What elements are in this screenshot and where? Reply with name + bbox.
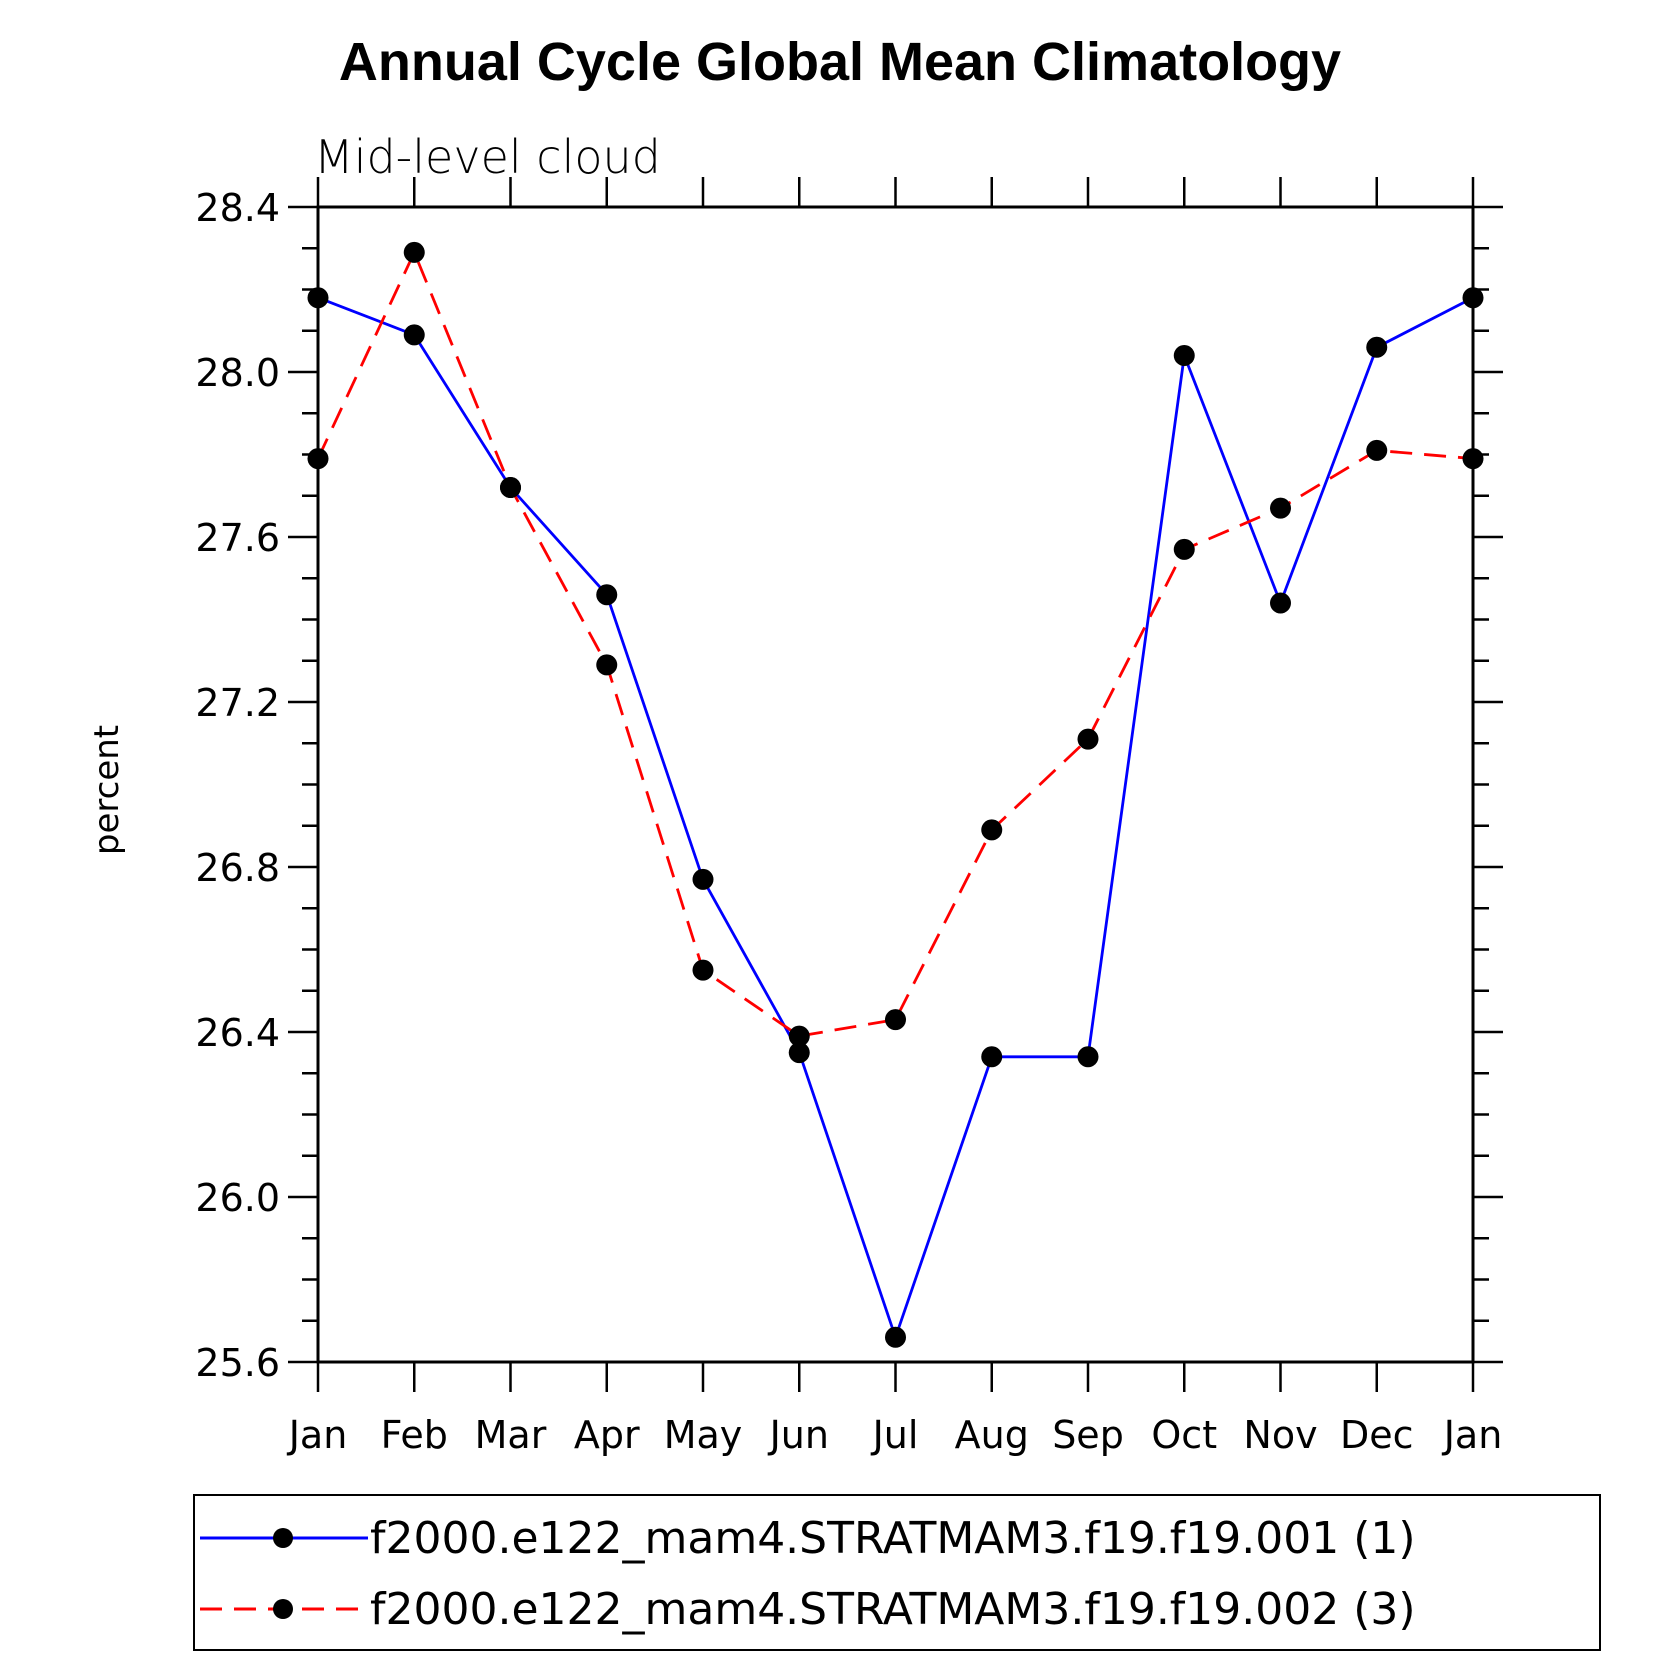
legend: f2000.e122_mam4.STRATMAM3.f19.f19.001 (1… [193,1494,1601,1651]
series-1-point [1077,1046,1099,1068]
y-tick-label: 26.8 [195,846,280,890]
series-1-point [403,324,425,346]
plot-area: 28.4 28.0 27.6 27.2 26.8 26.4 26.0 25.6 Jan Feb M… [195,177,1503,1457]
plot-frame [316,205,1475,1364]
x-tick-label: May [664,1413,743,1457]
series-points [307,241,1484,1348]
chart-title: Annual Cycle Global Mean Climatology [339,32,1341,92]
x-tick-label: Oct [1151,1413,1217,1457]
series-lines [316,250,1474,1339]
series-2-point [981,819,1003,841]
series-2-point [1462,448,1484,470]
x-tick-label: Aug [955,1413,1029,1457]
y-tick-label: 25.6 [195,1341,280,1385]
series-1-point [1173,345,1195,366]
series-2-point [1173,538,1195,560]
series-2-point [307,448,329,470]
y-axis-label: percent [87,725,127,855]
y-tick-label: 27.6 [195,516,280,560]
x-tick-label: Nov [1243,1413,1317,1457]
x-tick-label: Mar [475,1413,547,1457]
chart-subtitle: Mid-level cloud [314,130,661,184]
legend-frame [193,1494,1601,1651]
y-tick-label: 28.0 [195,351,280,395]
legend-label-series-2: f2000.e122_mam4.STRATMAM3.f19.f19.002 (3… [370,1584,1416,1635]
series-1-point [885,1326,906,1348]
y-tick-label: 28.4 [195,186,280,230]
series-2-point [1366,439,1388,461]
x-tick-label: Jun [768,1413,829,1457]
series-1-point [1270,592,1291,614]
x-tick-label: Jul [871,1413,919,1457]
series-line-1 [317,296,1474,1339]
series-1-point [692,868,714,890]
x-ticks: Jan Feb Mar Apr May Jun Jul Aug Sep Oct Nov Dec Jan [287,177,1503,1457]
x-tick-label: Feb [381,1413,448,1457]
x-tick-label: Dec [1340,1413,1414,1457]
y-tick-label: 26.0 [195,1176,280,1220]
series-2-point [403,241,425,263]
x-tick-label: Jan [1442,1413,1503,1457]
x-tick-label: Sep [1052,1413,1124,1457]
legend-marker-series-2 [273,1599,293,1619]
series-line-2 [316,250,1474,1038]
series-2-point [500,477,521,498]
legend-marker-series-1 [273,1528,293,1548]
series-2-point [596,654,618,676]
legend-label-series-1: f2000.e122_mam4.STRATMAM3.f19.f19.001 (1… [370,1513,1416,1564]
series-1-point [1366,336,1388,358]
series-1-point [307,287,329,309]
series-1-point [596,584,618,606]
series-1-point [1462,287,1484,309]
series-2-point [1270,497,1291,519]
series-2-point [788,1025,810,1047]
series-2-point [1077,728,1099,750]
x-tick-label: Jan [287,1413,348,1457]
y-tick-label: 26.4 [195,1011,280,1055]
series-2-point [692,959,714,981]
series-1-point [981,1046,1003,1068]
x-tick-label: Apr [574,1413,640,1457]
series-2-point [885,1009,906,1031]
y-ticks: 28.4 28.0 27.6 27.2 26.8 26.4 26.0 25.6 [195,186,1503,1385]
series-1-point [788,1042,810,1064]
y-tick-label: 27.2 [195,681,280,725]
